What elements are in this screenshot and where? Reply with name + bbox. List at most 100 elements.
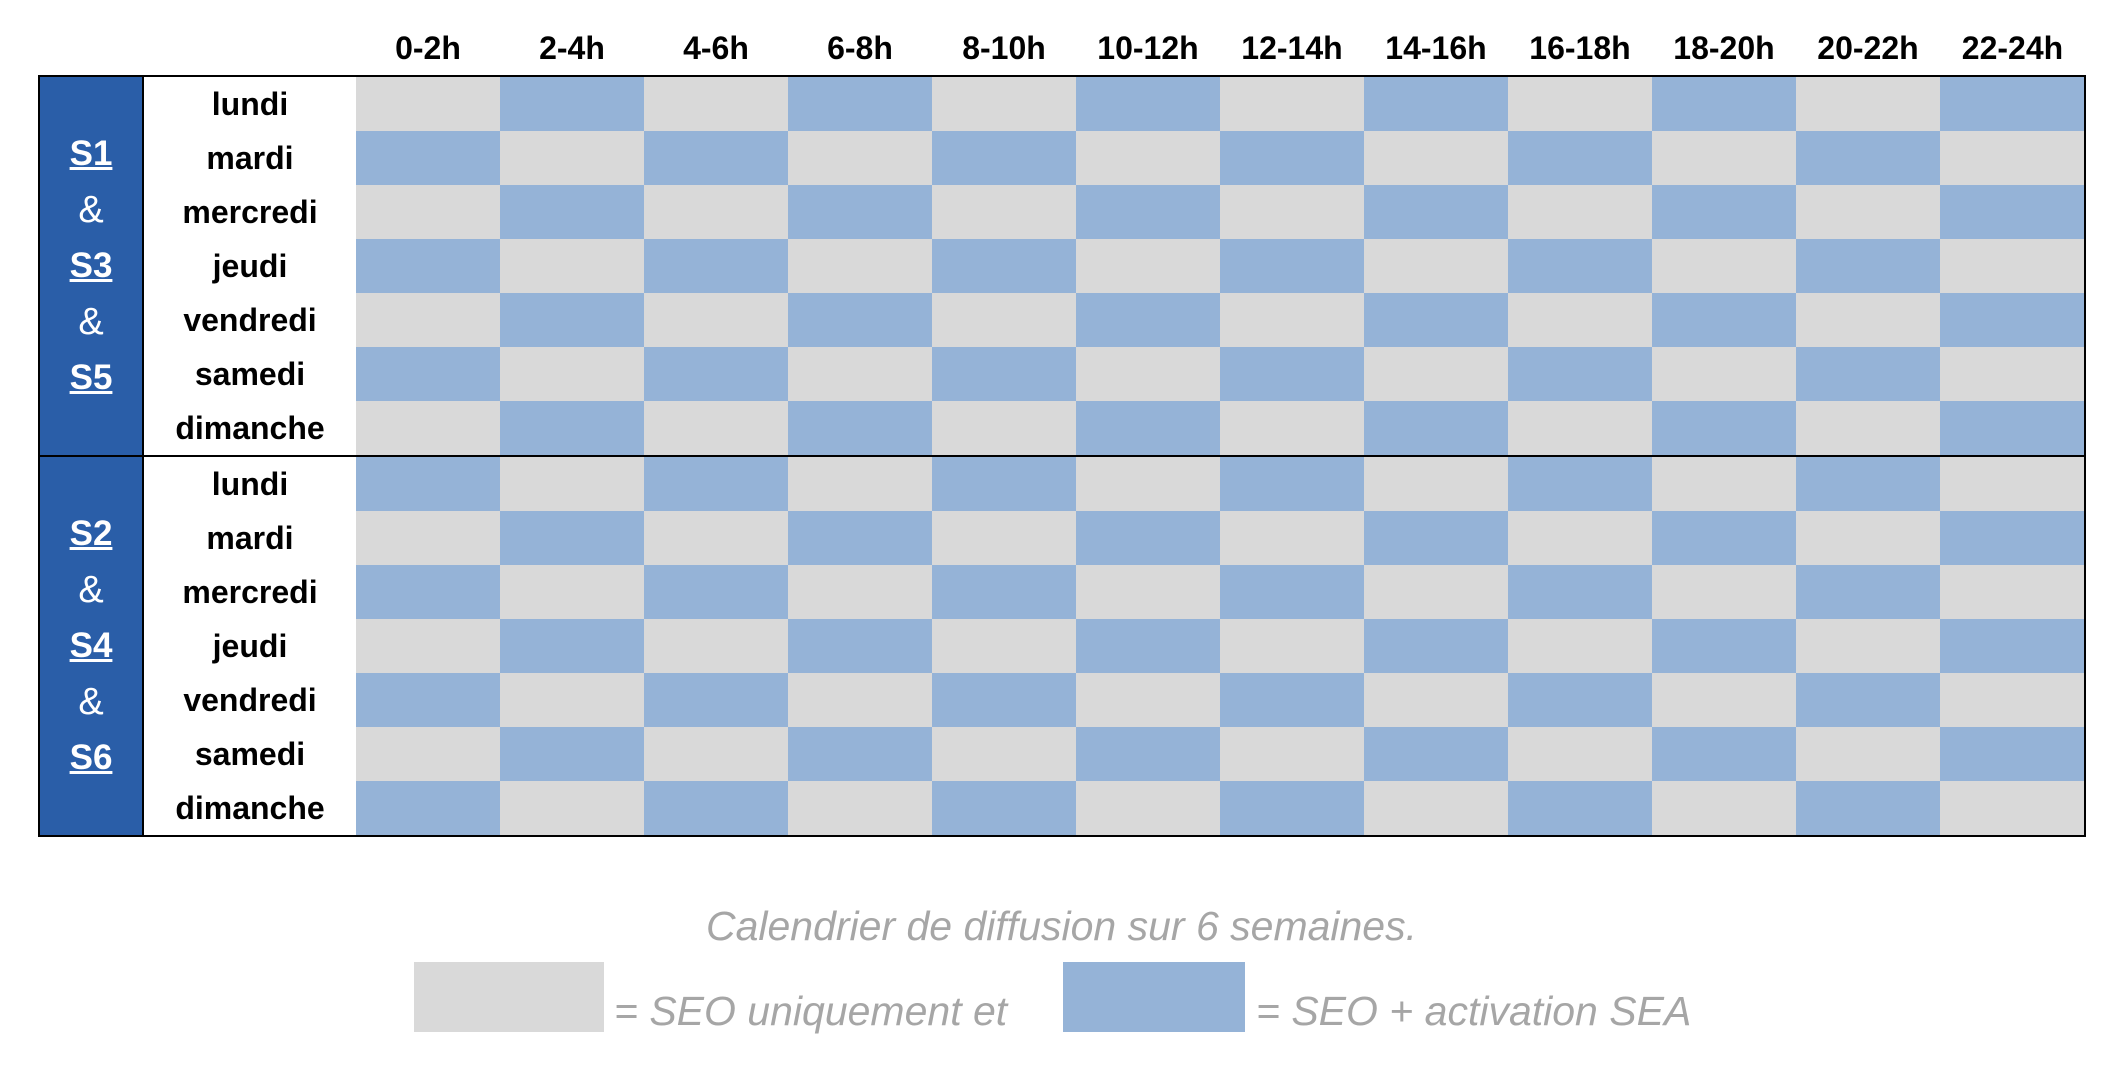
slot-seo-sea [1940, 293, 2086, 347]
slot-seo-only [1652, 455, 1796, 511]
schedule-caption: Calendrier de diffusion sur 6 semaines. [705, 903, 1418, 949]
day-label: lundi [143, 75, 356, 131]
slot-seo-sea [500, 75, 644, 131]
schedule-row: vendredi [39, 293, 2086, 347]
slot-seo-sea [1652, 401, 1796, 457]
slot-seo-only [1076, 131, 1220, 185]
slot-seo-only [1364, 781, 1508, 837]
slot-seo-only [1796, 293, 1940, 347]
slot-seo-sea [1796, 673, 1940, 727]
slot-seo-only [932, 293, 1076, 347]
slot-seo-sea [1652, 293, 1796, 347]
day-label: vendredi [143, 293, 356, 347]
slot-seo-sea [644, 239, 788, 293]
slot-seo-sea [500, 511, 644, 565]
hour-header: 0-2h [395, 30, 461, 66]
schedule-row: mercredi [39, 185, 2086, 239]
hour-header: 10-12h [1097, 30, 1199, 66]
slot-seo-sea [1940, 619, 2086, 673]
slot-seo-only [1220, 75, 1364, 131]
schedule-row: jeudi [39, 619, 2086, 673]
slot-seo-sea [1652, 727, 1796, 781]
hour-header: 12-14h [1241, 30, 1343, 66]
slot-seo-only [500, 347, 644, 401]
slot-seo-only [644, 185, 788, 239]
slot-seo-sea [1364, 619, 1508, 673]
slot-seo-only [1508, 185, 1652, 239]
slot-seo-sea [644, 347, 788, 401]
day-label: mercredi [143, 565, 356, 619]
slot-seo-only [1364, 455, 1508, 511]
slot-seo-only [1508, 511, 1652, 565]
header-corner-day [143, 22, 356, 76]
schedule-row: samedi [39, 347, 2086, 401]
slot-seo-only [1940, 673, 2086, 727]
slot-seo-sea [1220, 239, 1364, 293]
schedule-body: S1 & S3 & S5 lundi mardi mercredi jeudi vendredi s… [38, 75, 2086, 837]
slot-seo-sea [644, 565, 788, 619]
week-ampersand: & [78, 301, 104, 343]
slot-seo-only [1508, 401, 1652, 457]
slot-seo-only [1364, 239, 1508, 293]
slot-seo-only [1076, 565, 1220, 619]
slot-seo-sea [1508, 455, 1652, 511]
day-label: mercredi [143, 185, 356, 239]
hour-header: 18-20h [1673, 30, 1775, 66]
slot-seo-sea [1796, 781, 1940, 837]
slot-seo-only [1364, 673, 1508, 727]
slot-seo-sea [1076, 75, 1220, 131]
slot-seo-only [500, 565, 644, 619]
slot-seo-only [1220, 185, 1364, 239]
week-ampersand: & [78, 189, 104, 231]
day-label: samedi [143, 347, 356, 401]
slot-seo-only [788, 565, 932, 619]
slot-seo-sea [1508, 239, 1652, 293]
legend-label-seo-sea: = SEO + activation SEA [1256, 988, 1692, 1034]
slot-seo-only [1076, 455, 1220, 511]
day-label: jeudi [143, 239, 356, 293]
slot-seo-only [1508, 619, 1652, 673]
slot-seo-only [1796, 185, 1940, 239]
slot-seo-only [1940, 347, 2086, 401]
slot-seo-sea [1076, 401, 1220, 457]
slot-seo-sea [356, 565, 500, 619]
slot-seo-only [1940, 131, 2086, 185]
slot-seo-only [644, 619, 788, 673]
slot-seo-sea [1508, 565, 1652, 619]
slot-seo-sea [1940, 185, 2086, 239]
slot-seo-sea [356, 781, 500, 837]
slot-seo-sea [356, 347, 500, 401]
hour-header: 22-24h [1961, 30, 2064, 66]
slot-seo-only [1796, 511, 1940, 565]
week-code: S4 [69, 626, 113, 665]
slot-seo-only [788, 239, 932, 293]
slot-seo-only [1652, 347, 1796, 401]
slot-seo-only [1508, 727, 1652, 781]
slot-seo-only [788, 455, 932, 511]
slot-seo-sea [788, 185, 932, 239]
slot-seo-only [1508, 293, 1652, 347]
slot-seo-sea [1796, 565, 1940, 619]
day-label: dimanche [143, 401, 356, 457]
slot-seo-sea [356, 239, 500, 293]
slot-seo-sea [1508, 347, 1652, 401]
slot-seo-only [500, 239, 644, 293]
slot-seo-sea [1364, 185, 1508, 239]
hour-header: 6-8h [827, 30, 893, 66]
slot-seo-sea [1652, 511, 1796, 565]
slot-seo-sea [1940, 401, 2086, 457]
legend-swatch-seo-sea [1063, 962, 1245, 1032]
slot-seo-sea [644, 131, 788, 185]
hour-header: 20-22h [1817, 30, 1919, 66]
slot-seo-only [644, 511, 788, 565]
slot-seo-sea [1076, 727, 1220, 781]
slot-seo-sea [1220, 781, 1364, 837]
slot-seo-sea [1220, 455, 1364, 511]
week-group-label: S2 & S4 & S6 [38, 455, 144, 837]
schedule-row: mardi [39, 511, 2086, 565]
slot-seo-sea [788, 619, 932, 673]
slot-seo-only [1796, 727, 1940, 781]
slot-seo-sea [1220, 347, 1364, 401]
slot-seo-sea [1940, 511, 2086, 565]
slot-seo-only [1220, 511, 1364, 565]
